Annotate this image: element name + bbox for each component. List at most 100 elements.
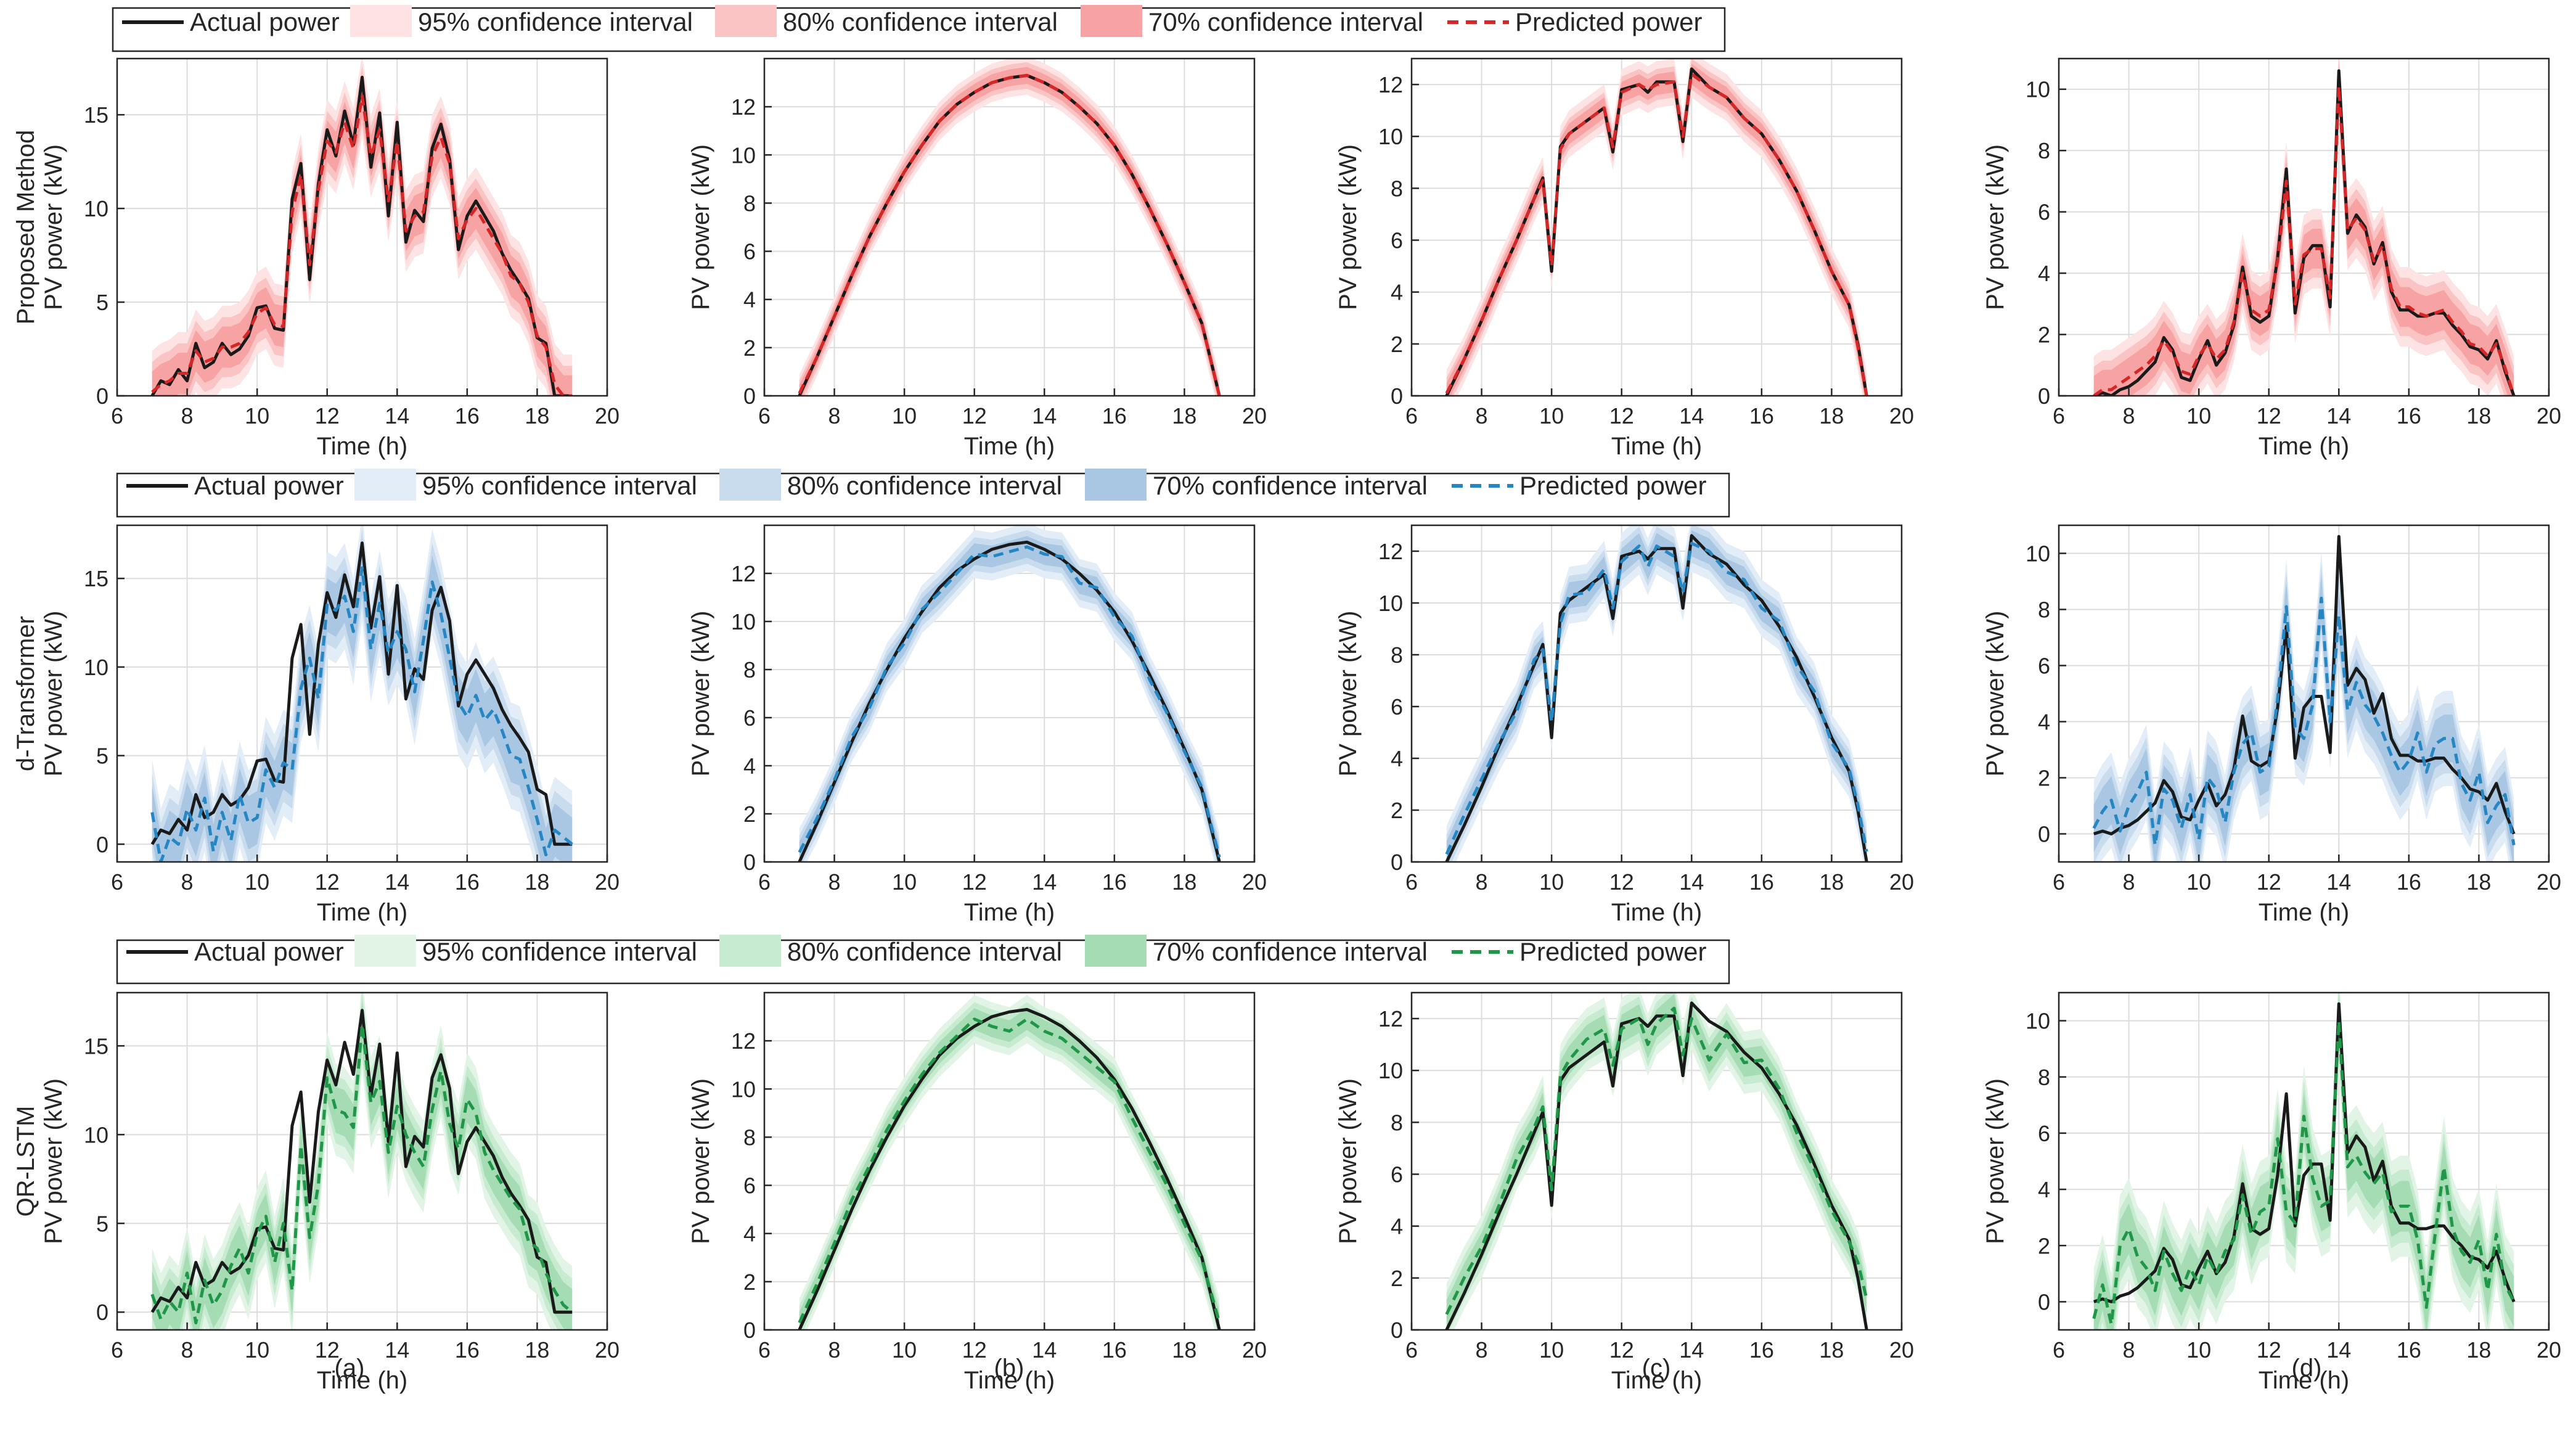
y-tick-label: 8	[743, 191, 756, 216]
y-tick-label: 0	[1391, 850, 1403, 875]
x-tick-label: 8	[2123, 403, 2135, 428]
band-ci70	[152, 1001, 573, 1330]
y-tick-label: 2	[743, 801, 756, 827]
x-tick-label: 10	[245, 403, 269, 428]
y-tick-label: 8	[743, 1125, 756, 1150]
x-tick-label: 20	[595, 869, 619, 895]
series-predicted	[798, 73, 1221, 396]
axes-box	[2058, 991, 2550, 1331]
y-tick-label: 0	[743, 383, 756, 409]
y-tick-label: 6	[743, 705, 756, 731]
y-tick-label: 4	[743, 1221, 756, 1247]
band-ci70	[152, 541, 573, 862]
x-tick-label: 20	[1242, 403, 1267, 428]
y-tick-label: 0	[743, 850, 756, 875]
series-actual	[2093, 535, 2516, 835]
y-axis-label: PV power (kW)	[687, 1078, 714, 1244]
x-tick-label: 20	[1242, 869, 1267, 895]
y-tick-label: 0	[2038, 1289, 2050, 1314]
y-tick-label: 2	[2038, 322, 2050, 348]
y-tick-label: 12	[731, 561, 756, 586]
axes-box	[763, 57, 1256, 397]
x-tick-label: 14	[2326, 403, 2351, 428]
x-tick-label: 6	[1405, 403, 1418, 428]
y-axis-label: PV power (kW)	[1335, 1078, 1362, 1244]
series-actual	[1445, 1001, 1868, 1330]
y-axis-label: PV power (kW)	[40, 144, 67, 310]
legend-ci95-swatch	[354, 469, 416, 501]
panel-row3-b: 6 8 10 12 14 16 18 20 0 2 4 6 8 10 12 Time (h) PV power …	[687, 991, 1267, 1394]
x-tick-label: 18	[2466, 869, 2491, 895]
x-tick-label: 16	[1102, 403, 1127, 428]
legend-ci80-label: 80% confidence interval	[783, 7, 1058, 36]
x-tick-label: 10	[245, 869, 269, 895]
x-tick-label: 8	[2123, 869, 2135, 895]
y-tick-label: 0	[2038, 822, 2050, 847]
x-tick-label: 8	[181, 403, 194, 428]
series-predicted	[798, 545, 1221, 858]
x-tick-label: 14	[2326, 1337, 2351, 1363]
axes-box	[1410, 57, 1903, 397]
series-actual	[150, 1009, 573, 1314]
series-predicted	[2092, 1019, 2516, 1326]
row-label: d-Transformer	[12, 616, 39, 771]
x-tick-label: 20	[595, 1337, 619, 1363]
x-tick-label: 8	[1476, 1337, 1488, 1363]
band-ci70	[799, 536, 1220, 862]
axes-box	[116, 991, 608, 1331]
x-tick-label: 20	[1889, 869, 1914, 895]
legend-ci80-label: 80% confidence interval	[787, 937, 1062, 966]
x-tick-label: 14	[1032, 1337, 1057, 1363]
y-tick-label: 12	[731, 94, 756, 120]
x-axis-label: Time (h)	[2259, 1367, 2349, 1394]
x-axis-label: Time (h)	[2259, 433, 2349, 460]
axes-box	[763, 524, 1256, 863]
legend-ci80-swatch	[719, 469, 781, 501]
x-tick-label: 6	[111, 1337, 123, 1363]
y-tick-label: 10	[731, 142, 756, 168]
x-tick-label: 12	[315, 403, 340, 428]
series-predicted	[1445, 72, 1868, 396]
panel-row1-a: 6 8 10 12 14 16 18 20 0 5 10 15 Time (h) PV power (kW…	[40, 57, 619, 460]
x-tick-label: 8	[181, 1337, 194, 1363]
y-tick-label: 4	[2038, 710, 2050, 735]
y-axis-label: PV power (kW)	[1982, 1078, 2009, 1244]
y-tick-label: 10	[731, 609, 756, 634]
x-axis-label: Time (h)	[964, 433, 1055, 460]
y-tick-label: 5	[96, 1211, 108, 1236]
x-axis-label: Time (h)	[964, 899, 1055, 926]
y-tick-label: 10	[2026, 1009, 2050, 1034]
x-tick-label: 20	[1242, 1337, 1267, 1363]
x-tick-label: 14	[1032, 869, 1057, 895]
panel-row2-d: 6 8 10 12 14 16 18 20 0 2 4 6 8 10 Time (h) PV power (k…	[1982, 524, 2561, 926]
column-label: (a)	[335, 1355, 365, 1382]
panel-row2-b: 6 8 10 12 14 16 18 20 0 2 4 6 8 10 12 Time (h) PV power …	[687, 524, 1267, 926]
legend-actual-label: Actual power	[194, 471, 344, 500]
panel-row3-c: 6 8 10 12 14 16 18 20 0 2 4 6 8 10 12 Time (h) PV power …	[1335, 991, 1914, 1394]
x-tick-label: 14	[385, 403, 409, 428]
legend-ci80-swatch	[719, 935, 781, 967]
y-tick-label: 4	[2038, 1177, 2050, 1202]
y-tick-label: 2	[2038, 766, 2050, 791]
band-ci70	[799, 67, 1220, 396]
x-tick-label: 10	[2186, 403, 2211, 428]
series-actual	[2093, 69, 2516, 396]
y-tick-label: 0	[1391, 1318, 1403, 1343]
y-tick-label: 12	[1378, 72, 1403, 97]
y-tick-label: 5	[96, 744, 108, 769]
legend-ci95-swatch	[350, 5, 412, 37]
x-axis-label: Time (h)	[1611, 1367, 1702, 1394]
x-tick-label: 16	[2397, 1337, 2421, 1363]
x-axis-label: Time (h)	[964, 1367, 1055, 1394]
y-tick-label: 2	[1391, 798, 1403, 823]
x-tick-label: 8	[1476, 403, 1488, 428]
x-tick-label: 6	[111, 869, 123, 895]
y-tick-label: 6	[743, 239, 756, 264]
x-tick-label: 10	[892, 869, 917, 895]
y-tick-label: 6	[2038, 1121, 2050, 1146]
x-tick-label: 20	[1889, 1337, 1914, 1363]
y-tick-label: 8	[743, 657, 756, 683]
y-tick-label: 2	[2038, 1233, 2050, 1258]
series-predicted	[1445, 1006, 1868, 1315]
x-tick-label: 8	[2123, 1337, 2135, 1363]
